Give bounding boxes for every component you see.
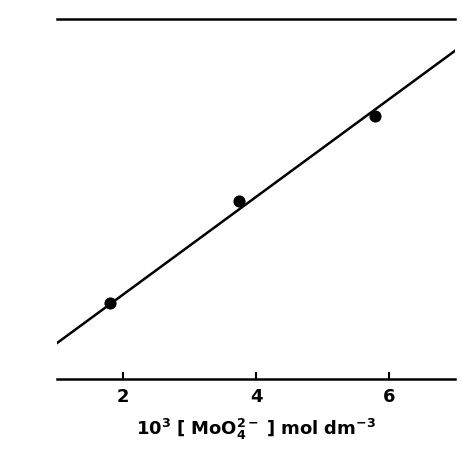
Point (372, 113, 379, 120)
Point (236, 197, 243, 205)
X-axis label: $\mathbf{10^3\ [\ MoO_4^{2-}\ ]\ mol\ dm^{-3}}$: $\mathbf{10^3\ [\ MoO_4^{2-}\ ]\ mol\ dm… (136, 417, 376, 442)
Point (106, 299, 114, 307)
